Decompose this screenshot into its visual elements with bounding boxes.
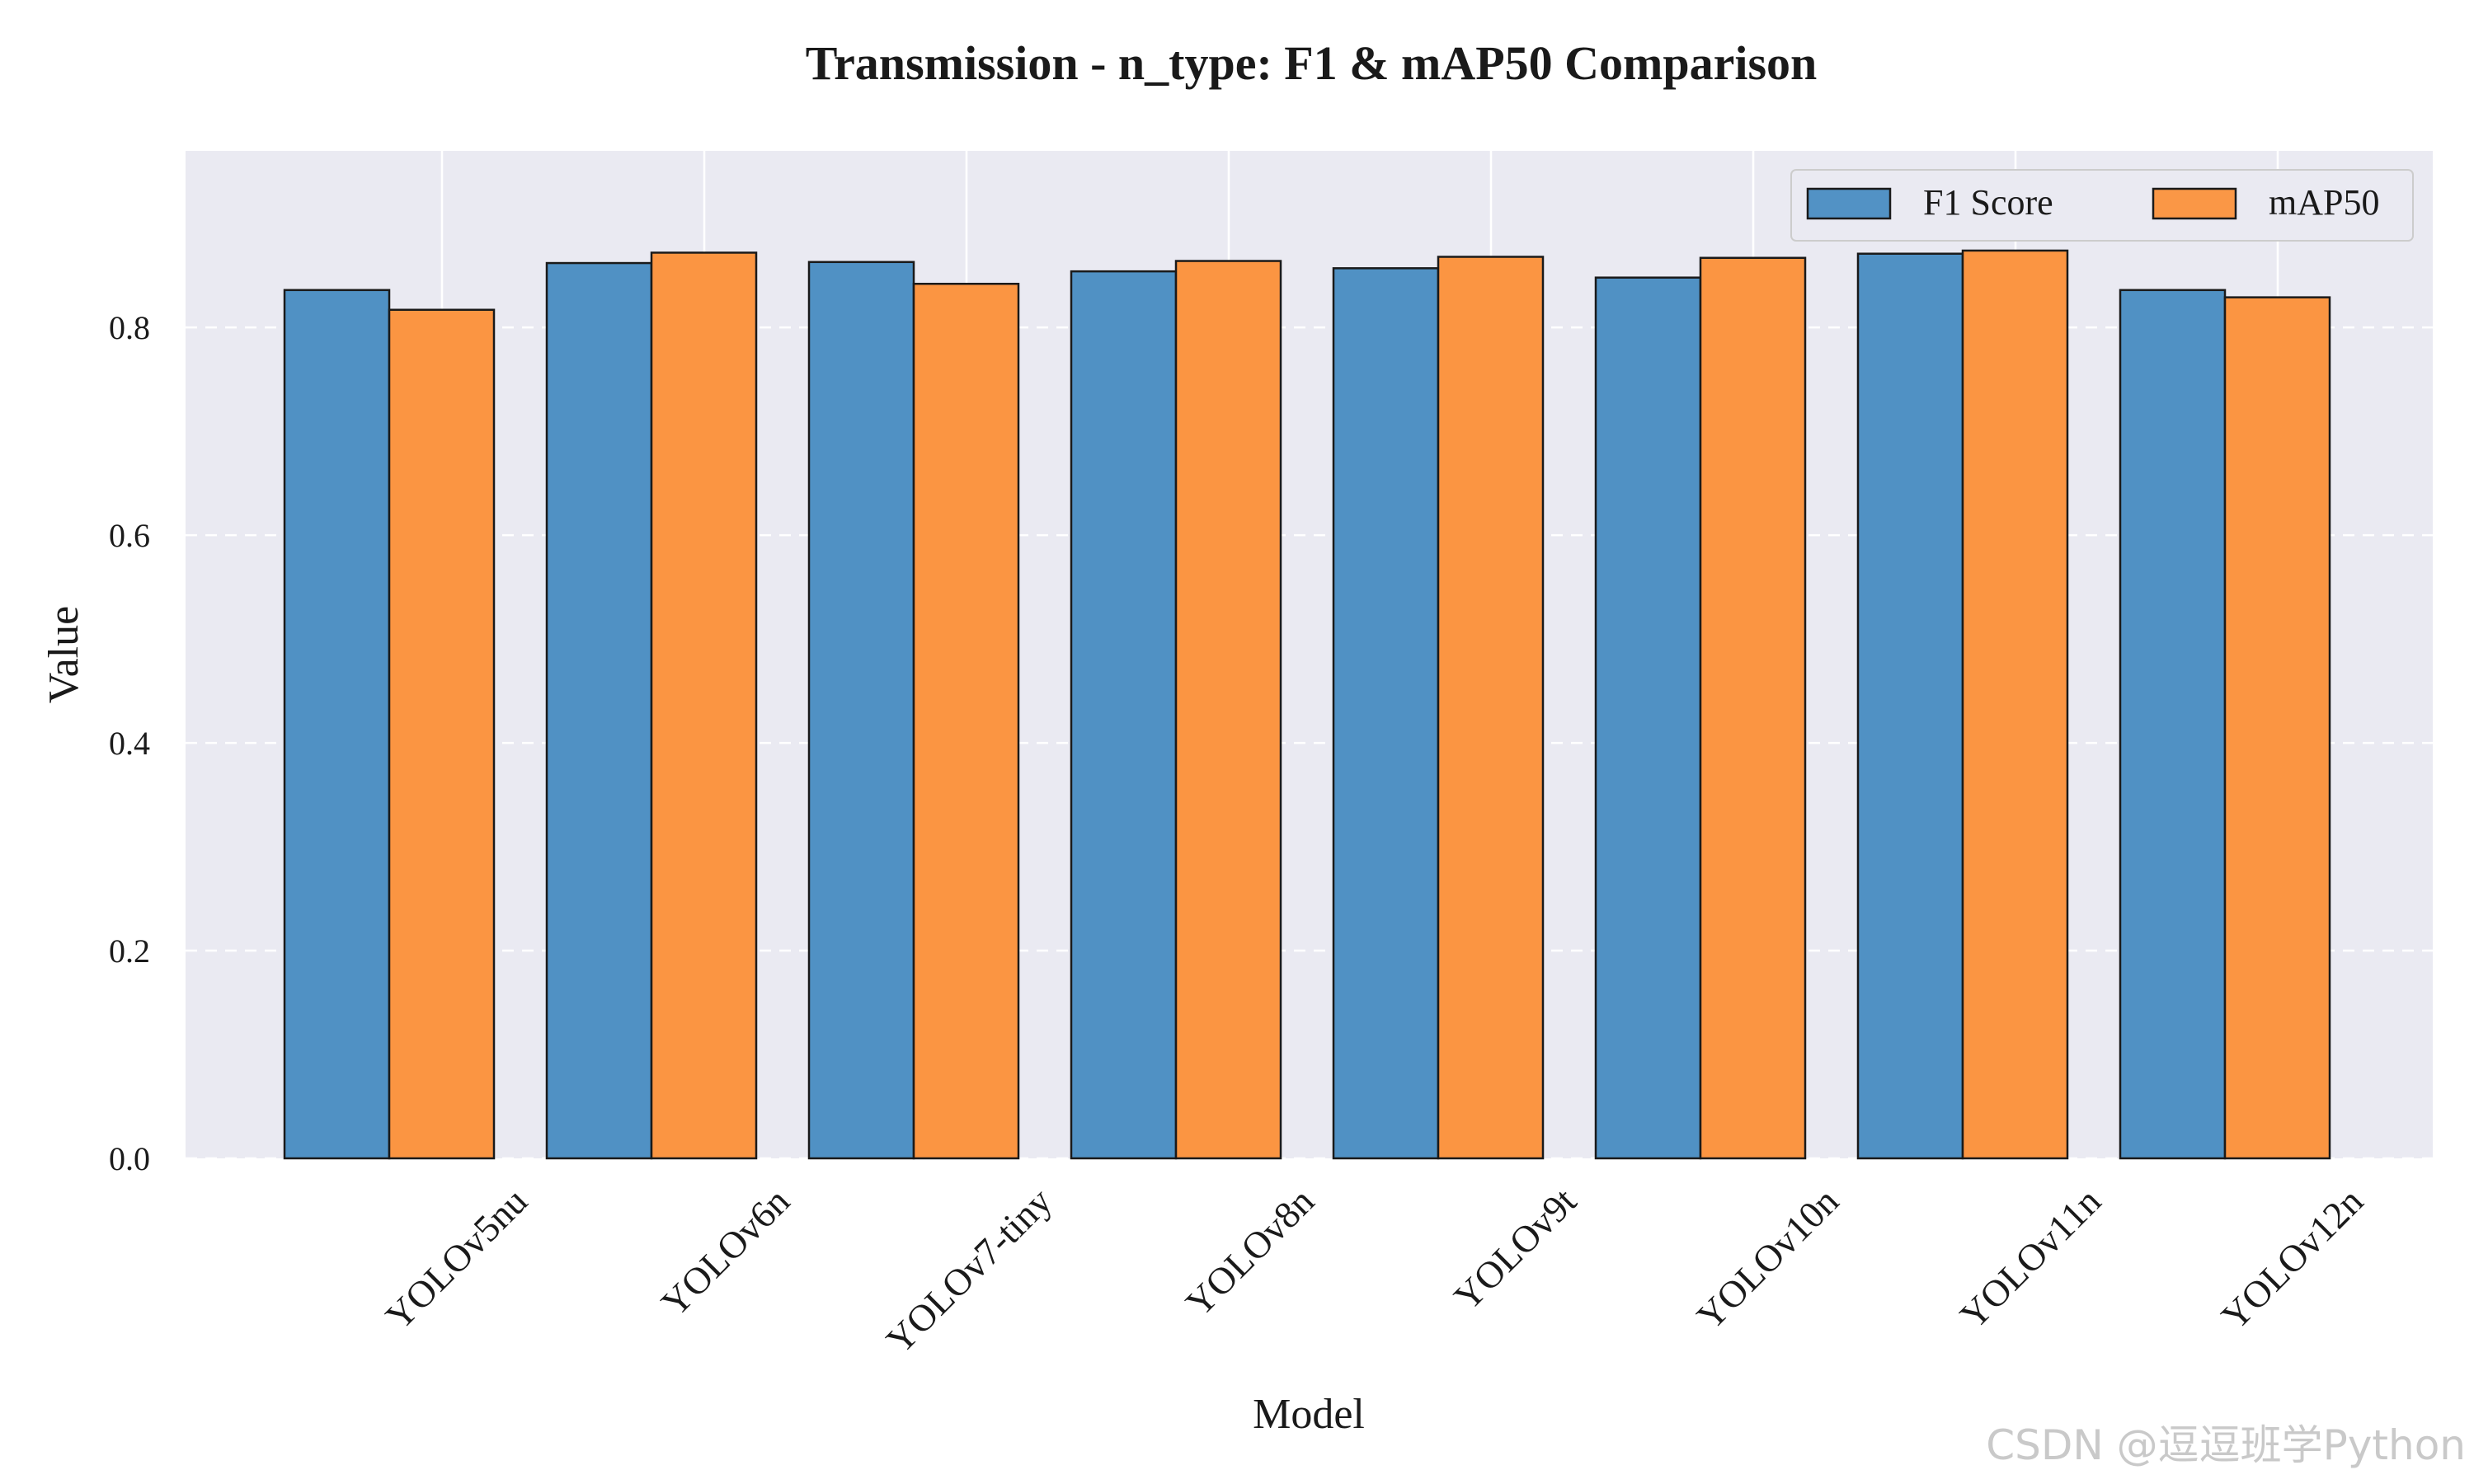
y-axis-label: Value [40,606,87,703]
x-tick-labels: YOLOv5nu YOLOv6n YOLOv7-tiny YOLOv8n YOLOv9t… [378,1180,2371,1362]
chart-title: Transmission - n_type: F1 & mAP50 Compar… [806,36,1818,90]
bar-map50-yolov6n [650,251,758,1160]
legend-label-f1-score: F1 Score [1923,182,2053,223]
y-tick-label: 0.6 [109,517,150,554]
x-tick-label-yolov10n: YOLOv10n [1689,1180,1846,1337]
legend-swatch-f1-score [1806,187,1892,220]
x-tick-label-yolov11n: YOLOv11n [1952,1180,2109,1336]
plot-area [186,151,2433,1158]
x-tick-label-yolov8n: YOLOv8n [1178,1180,1322,1324]
y-tick-labels: 0.0 0.2 0.4 0.6 0.8 [109,309,150,1177]
y-tick-label: 0.8 [109,309,150,346]
x-tick-label-yolov9t: YOLOv9t [1446,1180,1584,1318]
x-tick-label-yolov5nu: YOLOv5nu [378,1180,535,1337]
x-axis-label: Model [1253,1391,1365,1438]
y-tick-label: 0.0 [109,1140,150,1177]
watermark: CSDN @逗逗班学Python [1986,1421,2466,1469]
bar-map50-yolov7-tiny [912,283,1020,1160]
bar-map50-yolov5nu [388,308,496,1160]
x-tick-label-yolov7-tiny: YOLOv7-tiny [878,1180,1060,1361]
bar-map50-yolov11n [1961,249,2069,1160]
bar-f1-score-yolov7-tiny [807,261,915,1160]
bars [283,249,2331,1160]
bar-map50-yolov9t [1437,256,1545,1160]
bar-f1-score-yolov9t [1332,267,1440,1160]
bar-f1-score-yolov8n [1070,270,1178,1160]
bar-map50-yolov8n [1174,260,1282,1160]
bar-map50-yolov12n [2223,296,2331,1160]
y-tick-label: 0.2 [109,932,150,970]
legend-label-map50: mAP50 [2269,182,2379,223]
y-tick-label: 0.4 [109,725,150,762]
legend: F1 Score mAP50 [1790,169,2414,242]
bar-f1-score-yolov11n [1856,252,1964,1160]
x-tick-label-yolov6n: YOLOv6n [653,1180,797,1324]
x-tick-label-yolov12n: YOLOv12n [2213,1180,2371,1337]
bar-map50-yolov10n [1699,256,1807,1160]
bar-f1-score-yolov12n [2119,289,2227,1160]
legend-frame [1790,169,2414,242]
bar-f1-score-yolov10n [1594,276,1702,1160]
legend-swatch-map50 [2152,187,2237,220]
bar-f1-score-yolov5nu [283,289,391,1160]
bar-f1-score-yolov6n [545,261,653,1160]
